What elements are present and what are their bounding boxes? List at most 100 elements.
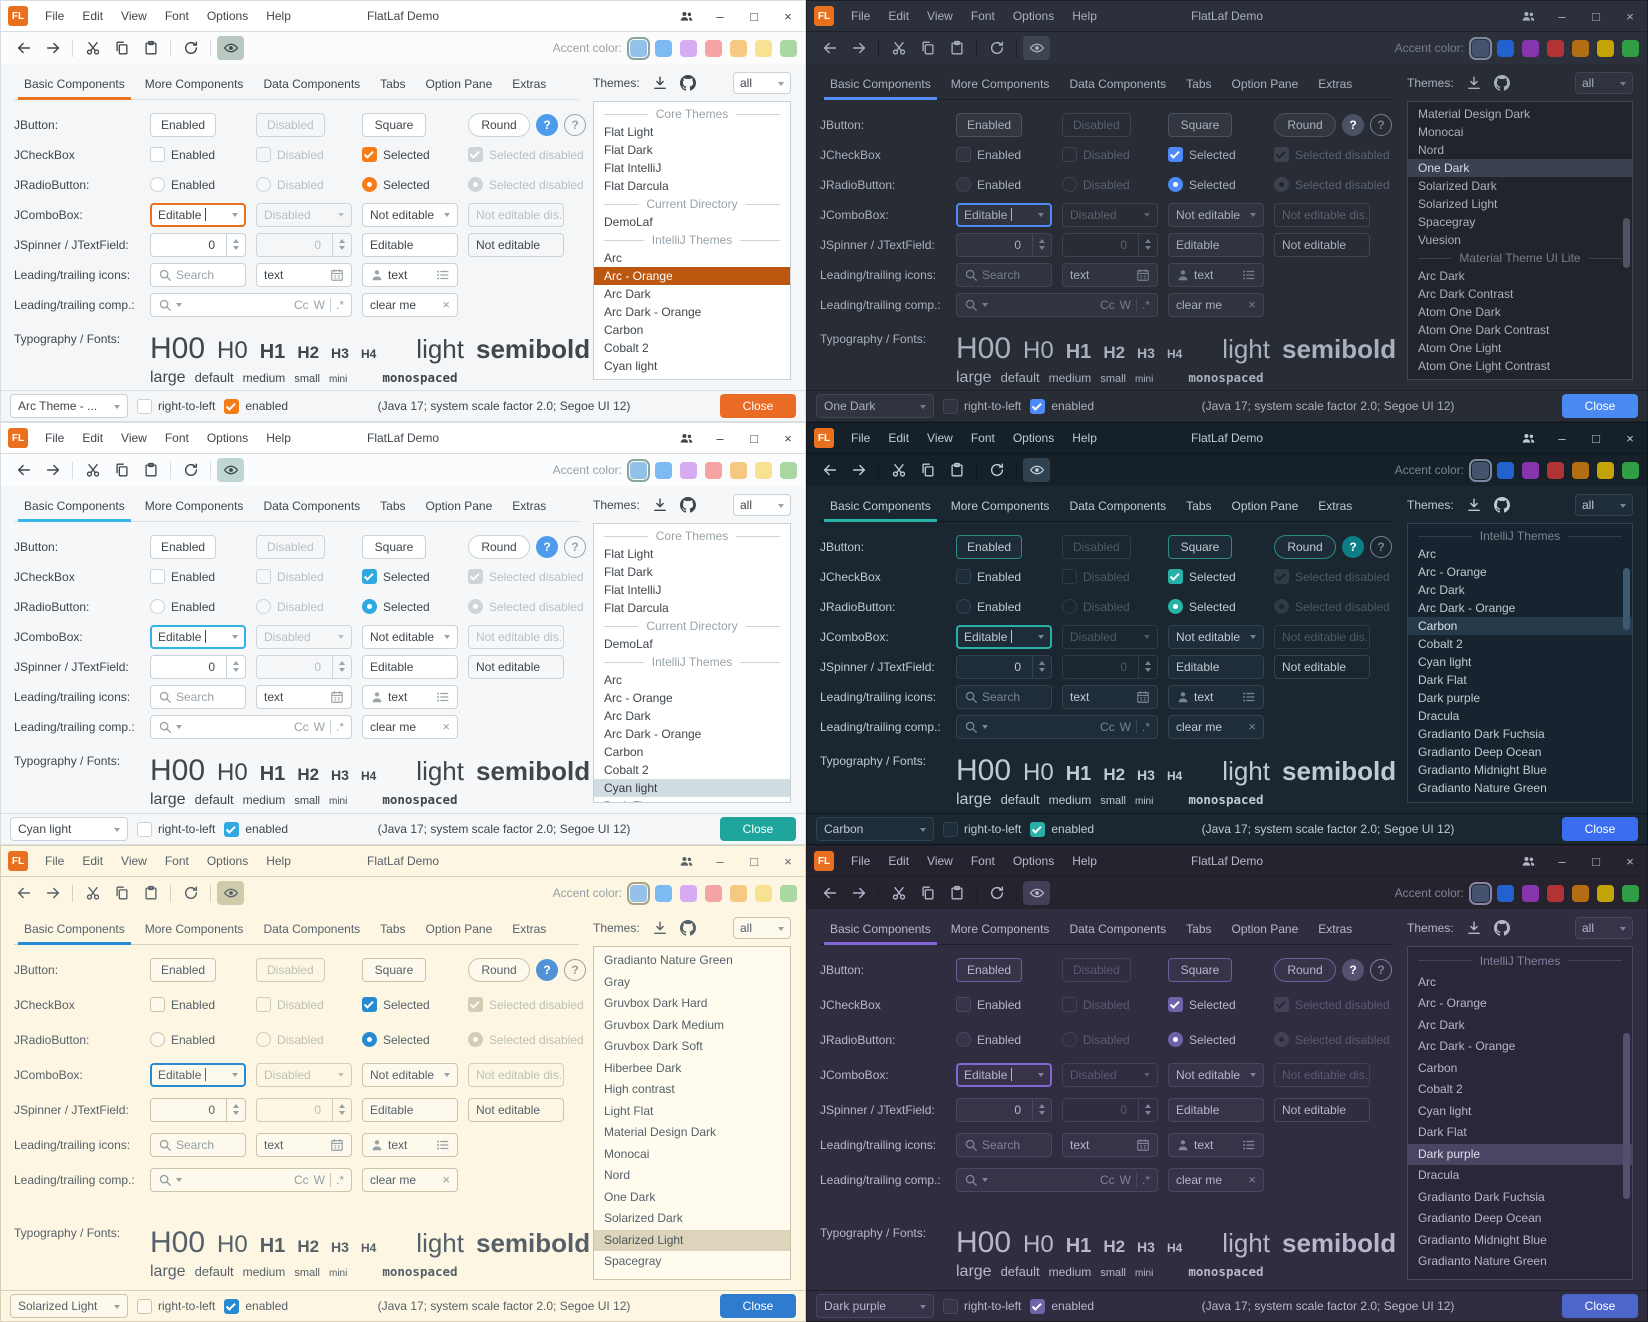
jbutton-square[interactable]: Square (362, 112, 426, 137)
jbutton-round[interactable]: Round (468, 112, 530, 137)
theme-list-item[interactable]: High contrast (604, 1082, 675, 1096)
match-case-button[interactable]: Cc (1099, 1172, 1115, 1187)
match-case-button[interactable]: Cc (293, 1172, 309, 1187)
refresh-icon[interactable] (983, 458, 1010, 482)
users-icon[interactable] (669, 846, 703, 876)
spinner[interactable]: 0 (150, 1097, 246, 1122)
menu-edit[interactable]: Edit (82, 854, 104, 868)
tab-basic-components[interactable]: Basic Components (820, 68, 941, 100)
combobox-not-editable[interactable]: Not editable (1168, 1062, 1264, 1087)
menu-view[interactable]: View (121, 854, 147, 868)
accent-swatch-5[interactable] (1572, 884, 1589, 902)
github-icon[interactable] (1493, 75, 1510, 91)
theme-filter-combo[interactable]: all (1575, 917, 1633, 939)
tab-data-components[interactable]: Data Components (263, 76, 361, 91)
close-button[interactable]: Close (1562, 1294, 1638, 1318)
menu-help[interactable]: Help (1072, 9, 1097, 23)
combobox-editable[interactable]: Editable (150, 624, 246, 649)
theme-list-item[interactable]: Dark Flat (594, 375, 790, 379)
minimize-button[interactable]: – (716, 853, 724, 869)
menu-file[interactable]: File (851, 431, 871, 445)
menu-edit[interactable]: Edit (888, 431, 910, 445)
theme-list-item[interactable]: Dark Flat (594, 797, 790, 802)
maximize-button[interactable]: □ (750, 853, 758, 869)
theme-list-item[interactable]: Arc Dark - Orange (604, 727, 702, 741)
theme-list-item[interactable]: Atom One Light (1418, 341, 1502, 355)
radio-enabled[interactable]: Enabled (150, 599, 215, 614)
search-options-field[interactable]: Cc W .* (150, 714, 352, 739)
menu-help[interactable]: Help (266, 9, 291, 23)
checkbox-enabled[interactable]: Enabled (150, 569, 215, 584)
accent-swatch-4[interactable] (705, 461, 722, 479)
search-options-field[interactable]: Cc W .* (150, 292, 352, 317)
accent-swatch-3[interactable] (680, 884, 697, 902)
menu-options[interactable]: Options (1012, 431, 1055, 445)
menu-view[interactable]: View (121, 431, 147, 445)
combobox-not-editable[interactable]: Not editable (1168, 624, 1264, 649)
person-field[interactable]: text (1168, 1132, 1264, 1157)
theme-filter-combo[interactable]: all (1575, 72, 1633, 94)
theme-selector-combo[interactable]: Dark purple (816, 1294, 934, 1318)
copy-icon[interactable] (914, 458, 941, 482)
accent-swatch-4[interactable] (1547, 884, 1564, 902)
theme-list-item[interactable]: Dark Flat (1418, 673, 1467, 687)
close-button[interactable]: Close (720, 394, 796, 418)
checkbox-enabled[interactable]: Enabled (956, 569, 1021, 584)
help-button-outline[interactable]: ? (1370, 958, 1392, 981)
theme-list-item[interactable]: Atom One Light Contrast (1418, 359, 1551, 373)
accent-swatch-4[interactable] (1547, 39, 1564, 57)
tab-tabs[interactable]: Tabs (380, 921, 406, 936)
menu-file[interactable]: File (45, 9, 65, 23)
accent-swatch-7[interactable] (1622, 461, 1639, 479)
checkbox-selected[interactable]: Selected (362, 569, 430, 584)
theme-list-item[interactable]: Arc (1418, 547, 1436, 561)
search-field[interactable]: Search (956, 262, 1052, 287)
accent-swatch-2[interactable] (655, 884, 672, 902)
jbutton-enabled[interactable]: Enabled (956, 534, 1023, 559)
calendar-field[interactable]: text (1062, 1132, 1158, 1157)
theme-list-item[interactable]: Arc Dark (1418, 1017, 1465, 1032)
theme-list-item[interactable]: Arc - Orange (1418, 996, 1487, 1010)
radio-enabled[interactable]: Enabled (956, 177, 1021, 192)
accent-swatch-5[interactable] (730, 39, 747, 57)
users-icon[interactable] (1511, 1, 1545, 31)
theme-list-item[interactable]: Cobalt 2 (1418, 1082, 1463, 1096)
back-icon[interactable] (10, 881, 37, 905)
spinner-arrows[interactable] (1032, 233, 1051, 256)
theme-list-item[interactable]: Cobalt 2 (1418, 637, 1463, 651)
github-icon[interactable] (679, 920, 696, 936)
accent-swatch-1[interactable] (630, 884, 647, 902)
cut-icon[interactable] (79, 36, 106, 60)
clear-icon[interactable]: × (1248, 1172, 1256, 1187)
refresh-icon[interactable] (983, 881, 1010, 905)
accent-swatch-7[interactable] (780, 461, 797, 479)
theme-selector-combo[interactable]: Arc Theme - ... (10, 394, 128, 418)
tab-option-pane[interactable]: Option Pane (1231, 498, 1299, 513)
show-toggle-eye-icon[interactable] (217, 36, 244, 60)
forward-icon[interactable] (845, 458, 872, 482)
tab-data-components[interactable]: Data Components (1069, 498, 1167, 513)
maximize-button[interactable]: □ (1592, 430, 1600, 446)
theme-list-item[interactable]: Solarized Dark (1418, 179, 1497, 193)
theme-list-item[interactable]: Cyan light (594, 779, 790, 797)
theme-list-item[interactable]: Vuesion (1418, 233, 1461, 247)
clear-icon[interactable]: × (1248, 297, 1256, 312)
tab-tabs[interactable]: Tabs (380, 498, 406, 513)
cut-icon[interactable] (79, 881, 106, 905)
github-icon[interactable] (1493, 497, 1510, 513)
combobox-not-editable[interactable]: Not editable (362, 624, 458, 649)
match-case-button[interactable]: Cc (293, 297, 309, 312)
theme-list-item[interactable]: Arc - Orange (594, 267, 790, 285)
tab-extras[interactable]: Extras (512, 76, 547, 91)
theme-list-item[interactable]: Monocai (604, 1146, 650, 1161)
jbutton-enabled[interactable]: Enabled (150, 534, 217, 559)
theme-list-item[interactable]: Light Flat (604, 1103, 654, 1118)
theme-list-item[interactable]: Flat IntelliJ (604, 583, 662, 597)
spinner-arrows[interactable] (226, 1098, 245, 1121)
search-options-field[interactable]: Cc W .* (956, 714, 1158, 739)
download-icon[interactable] (652, 75, 668, 91)
accent-swatch-5[interactable] (1572, 39, 1589, 57)
jbutton-square[interactable]: Square (362, 534, 426, 559)
paste-icon[interactable] (943, 458, 970, 482)
regex-button[interactable]: .* (1141, 719, 1150, 734)
